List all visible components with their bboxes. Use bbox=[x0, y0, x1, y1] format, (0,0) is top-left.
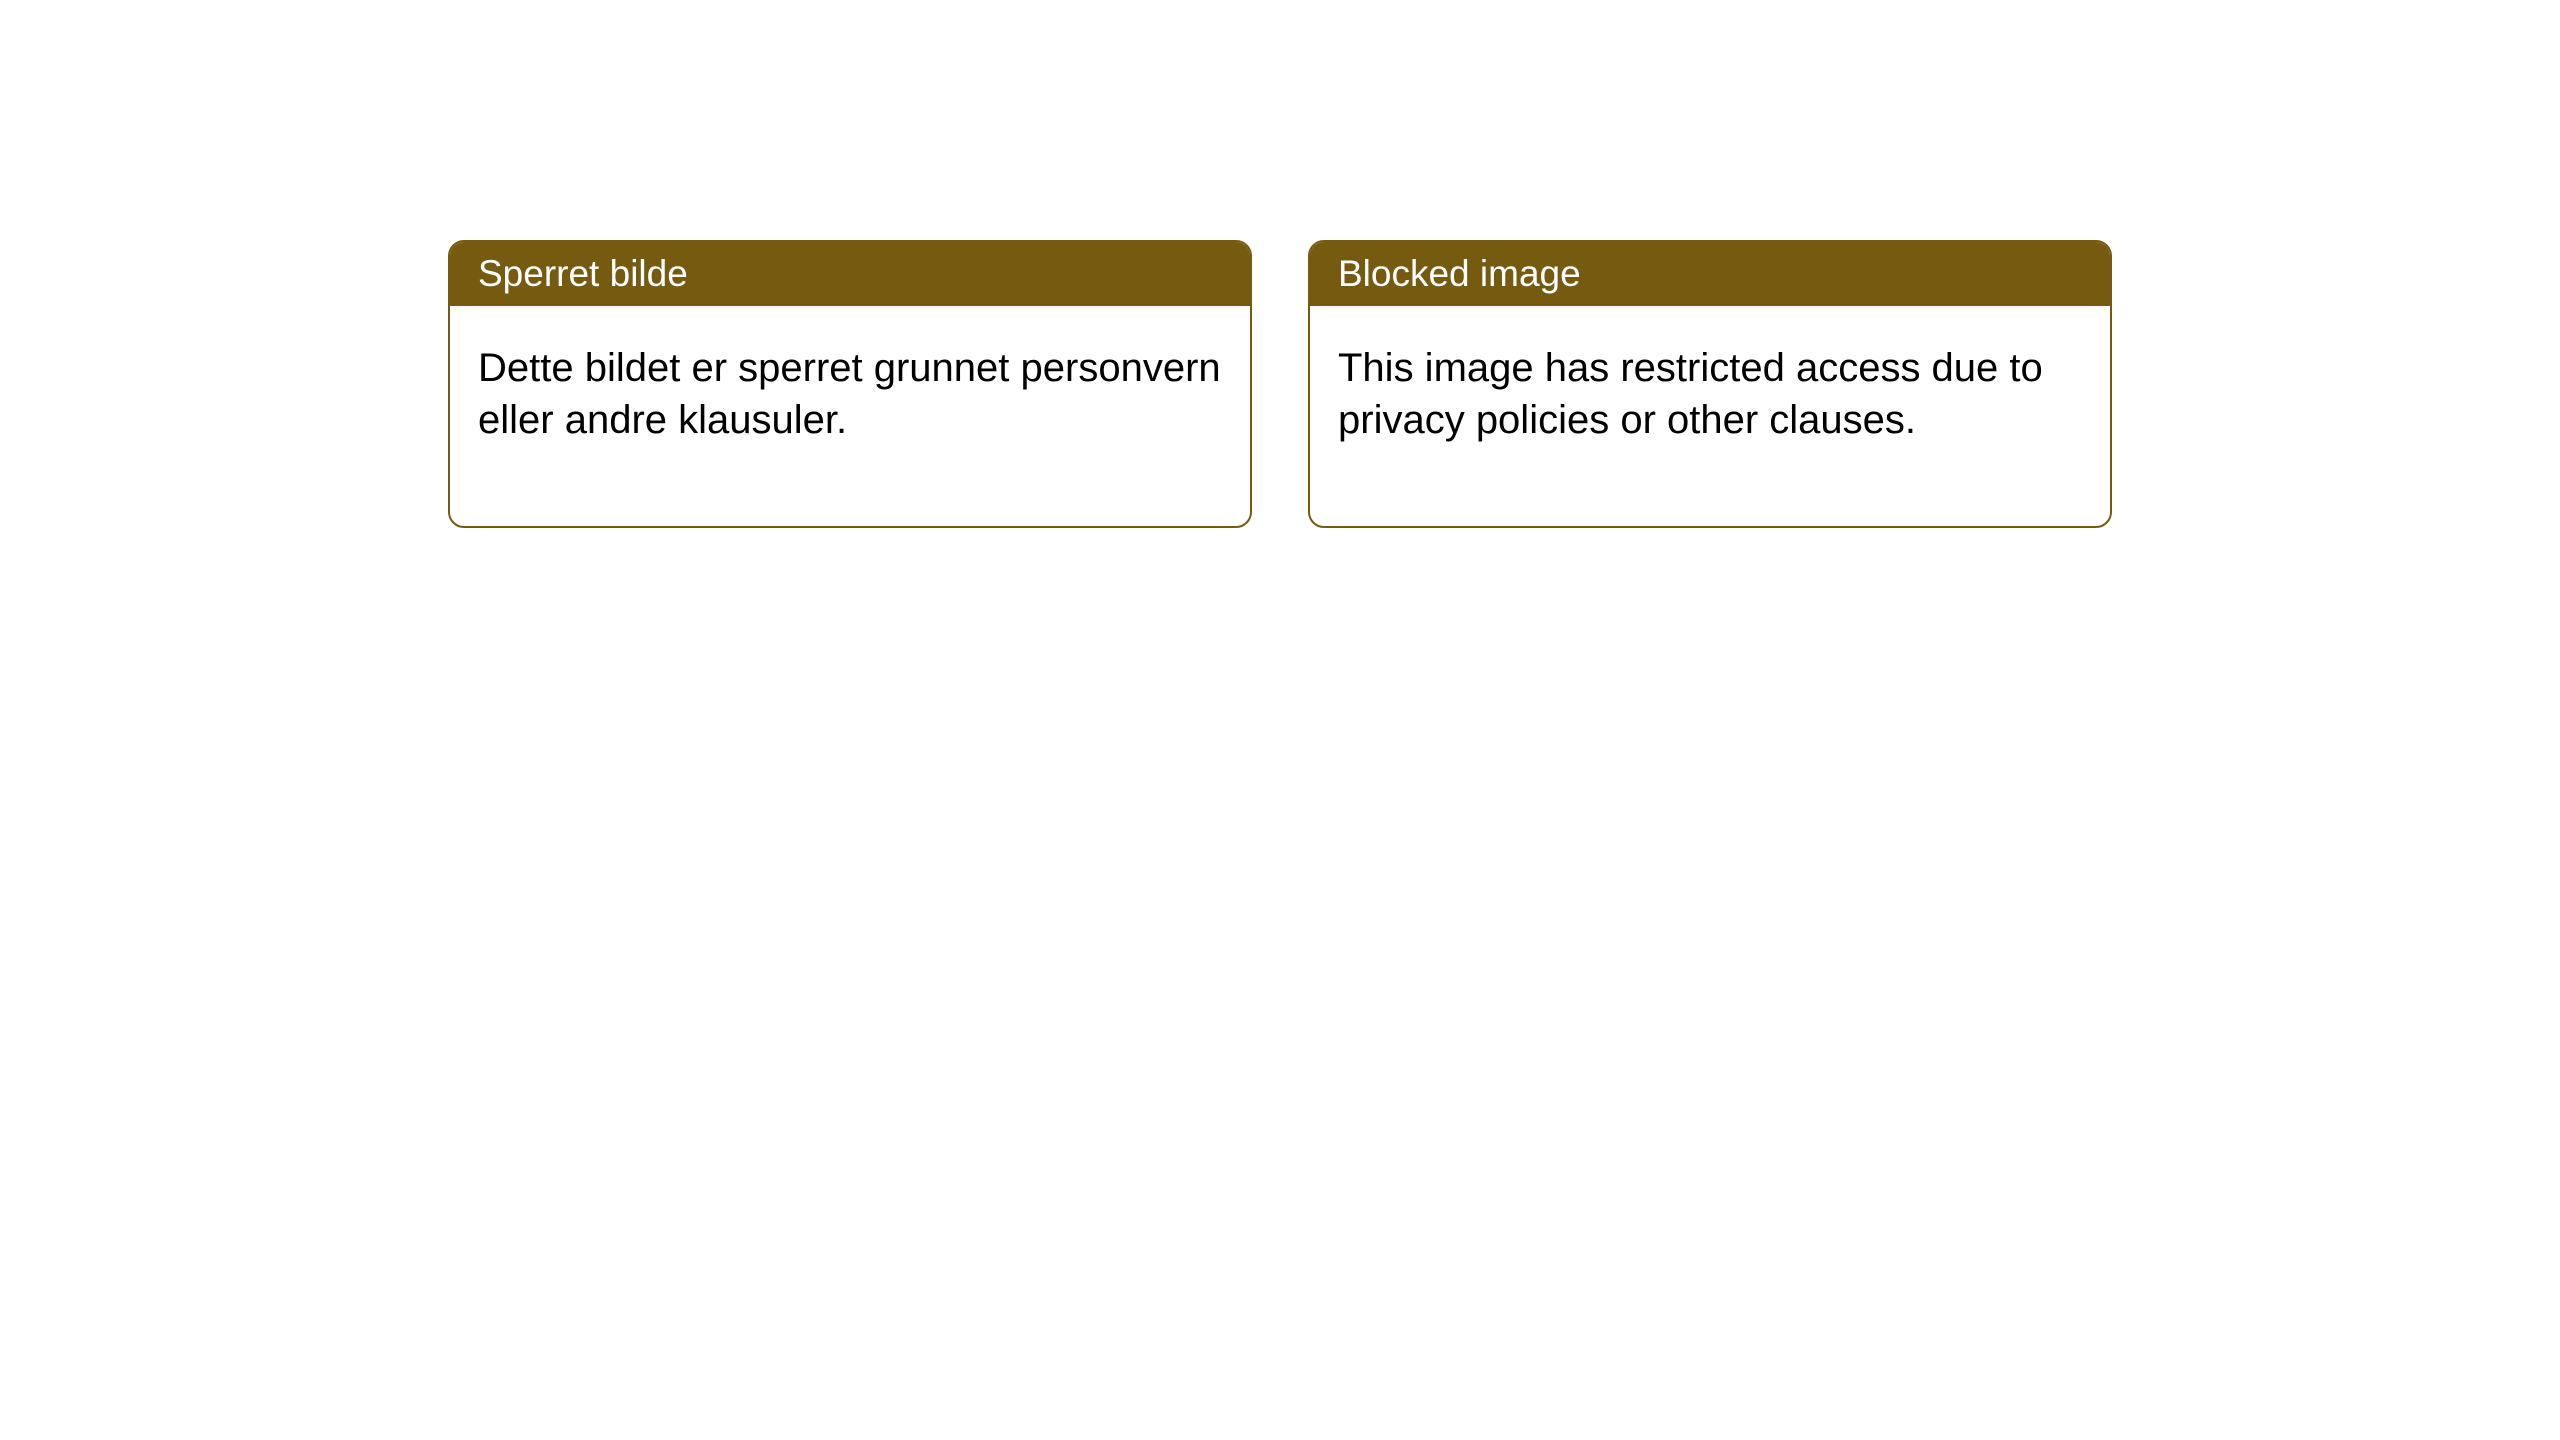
notice-card-header: Sperret bilde bbox=[450, 242, 1250, 306]
notice-card-norwegian: Sperret bilde Dette bildet er sperret gr… bbox=[448, 240, 1252, 528]
notice-card-title: Blocked image bbox=[1338, 253, 1581, 294]
notice-card-body: This image has restricted access due to … bbox=[1310, 306, 2110, 526]
notice-card-title: Sperret bilde bbox=[478, 253, 688, 294]
notice-card-message: Dette bildet er sperret grunnet personve… bbox=[478, 346, 1221, 442]
notice-card-header: Blocked image bbox=[1310, 242, 2110, 306]
notice-card-body: Dette bildet er sperret grunnet personve… bbox=[450, 306, 1250, 526]
notice-cards-container: Sperret bilde Dette bildet er sperret gr… bbox=[0, 0, 2560, 528]
notice-card-english: Blocked image This image has restricted … bbox=[1308, 240, 2112, 528]
notice-card-message: This image has restricted access due to … bbox=[1338, 346, 2043, 442]
